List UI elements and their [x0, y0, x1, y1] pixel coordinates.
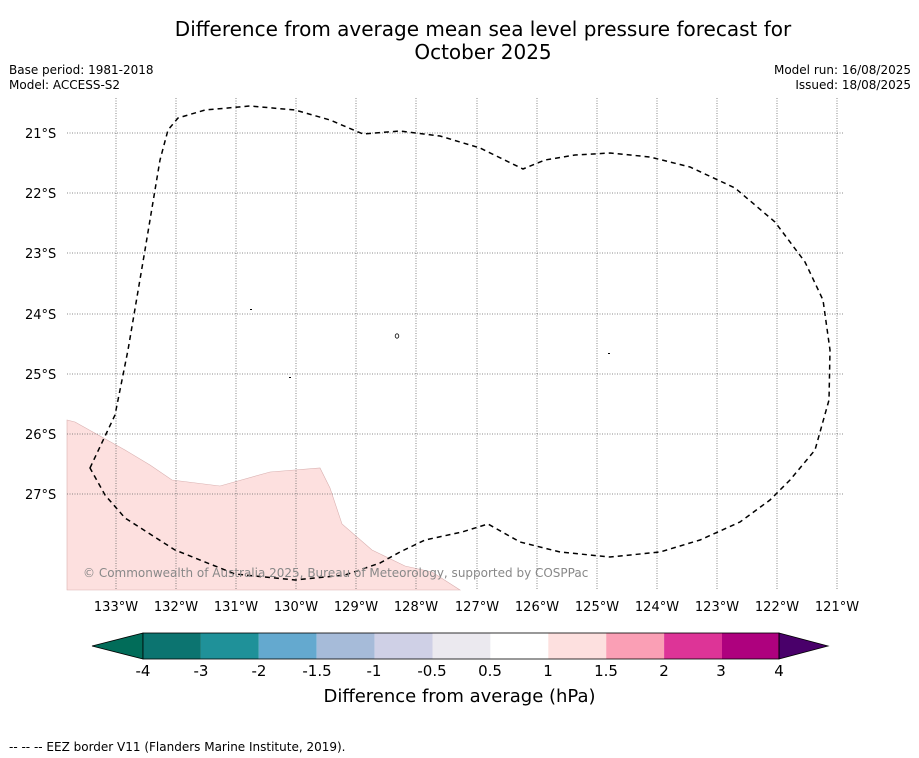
- island-dot: [394, 333, 400, 339]
- colorbar-tick: -1: [367, 662, 382, 680]
- island-dot: [608, 353, 610, 354]
- lon-label: 123°W: [695, 600, 739, 615]
- issued-date-text: Issued: 18/08/2025: [795, 78, 911, 92]
- model-name-text: Model: ACCESS-S2: [9, 78, 121, 92]
- lon-label: 133°W: [94, 600, 138, 615]
- colorbar-tick: 3: [716, 662, 726, 680]
- colorbar-under-arrow: [91, 632, 144, 660]
- map-title-line-2: October 2025: [414, 40, 552, 64]
- colorbar-tick: -4: [136, 662, 151, 680]
- lon-label: 128°W: [394, 600, 438, 615]
- lon-label: 130°W: [274, 600, 318, 615]
- colorbar-segment: [664, 633, 722, 659]
- colorbar-segment: [200, 633, 259, 659]
- lon-label: 127°W: [455, 600, 499, 615]
- colorbar-segment: [548, 633, 607, 659]
- colorbar-outline: [142, 632, 780, 660]
- lat-label: 21°S: [25, 127, 56, 142]
- lon-label: 125°W: [575, 600, 619, 615]
- colorbar-segments: [143, 633, 779, 659]
- island-dot: [250, 309, 252, 310]
- map-title: Difference from average mean sea level p…: [0, 18, 919, 64]
- colorbar-tick: -3: [194, 662, 209, 680]
- lat-label: 26°S: [25, 428, 56, 443]
- lon-label: 121°W: [815, 600, 859, 615]
- colorbar-tick: 2: [659, 662, 669, 680]
- copyright-text: © Commonwealth of Australia 2025, Bureau…: [83, 566, 588, 580]
- colorbar-segment: [722, 633, 779, 659]
- eez-border-line: [89, 105, 831, 581]
- lon-label: 129°W: [334, 600, 378, 615]
- lon-label: 126°W: [515, 600, 559, 615]
- longitude-labels: 133°W 132°W 131°W 130°W 129°W 128°W 127°…: [94, 600, 859, 615]
- lat-label: 23°S: [25, 247, 56, 262]
- lat-label: 25°S: [25, 368, 56, 383]
- lon-label: 124°W: [635, 600, 679, 615]
- colorbar-segment: [258, 633, 317, 659]
- lon-label: 132°W: [154, 600, 198, 615]
- lon-label: 131°W: [214, 600, 258, 615]
- lat-label: 22°S: [25, 187, 56, 202]
- colorbar-segment: [606, 633, 665, 659]
- eez-legend-note: -- -- -- EEZ border V11 (Flanders Marine…: [9, 740, 346, 754]
- colorbar-tick-labels: -4 -3 -2 -1.5 -1 -0.5 0.5 1 1.5 2 3 4: [136, 662, 784, 680]
- latitude-labels: 21°S 22°S 23°S 24°S 25°S 26°S 27°S: [25, 127, 56, 503]
- colorbar-tick: 1: [543, 662, 553, 680]
- island-markers: [250, 309, 610, 378]
- colorbar-tick: -0.5: [417, 662, 446, 680]
- colorbar: -4 -3 -2 -1.5 -1 -0.5 0.5 1 1.5 2 3 4: [91, 632, 830, 680]
- colorbar-segment: [143, 633, 201, 659]
- map-panel: © Commonwealth of Australia 2025, Bureau…: [66, 98, 843, 591]
- base-period-text: Base period: 1981-2018: [9, 63, 154, 77]
- model-run-info: Model run: 16/08/2025 Issued: 18/08/2025: [774, 63, 911, 93]
- colorbar-tick: -2: [252, 662, 267, 680]
- model-run-text: Model run: 16/08/2025: [773, 63, 911, 77]
- lat-label: 27°S: [25, 488, 56, 503]
- colorbar-segment: [490, 633, 549, 659]
- colorbar-tick: 0.5: [478, 662, 502, 680]
- colorbar-tick: 1.5: [594, 662, 618, 680]
- island-dot: [289, 377, 291, 378]
- colorbar-segment: [374, 633, 433, 659]
- base-period-info: Base period: 1981-2018 Model: ACCESS-S2: [9, 63, 154, 93]
- colorbar-label: Difference from average (hPa): [323, 686, 596, 707]
- colorbar-over-arrow: [778, 632, 830, 660]
- lat-label: 24°S: [25, 308, 56, 323]
- colorbar-tick: -1.5: [302, 662, 331, 680]
- colorbar-tick: 4: [774, 662, 784, 680]
- colorbar-segment: [316, 633, 375, 659]
- lon-label: 122°W: [755, 600, 799, 615]
- anomaly-shaded-region: [66, 419, 462, 591]
- latitude-gridlines: [67, 132, 843, 495]
- map-title-line-1: Difference from average mean sea level p…: [174, 17, 792, 41]
- colorbar-segment: [432, 633, 491, 659]
